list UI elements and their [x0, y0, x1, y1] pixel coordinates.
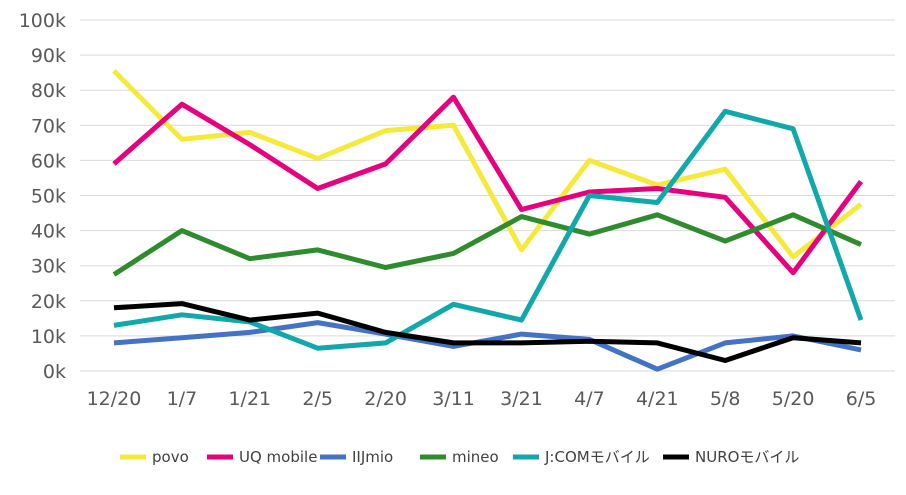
x-tick-label: 3/11	[432, 388, 475, 410]
series-0	[112, 69, 863, 260]
series-5	[113, 301, 862, 363]
legend-label: IIJmio	[352, 448, 393, 466]
y-tick-label: 20k	[31, 291, 66, 313]
legend-label: J:COMモバイル	[544, 448, 650, 466]
legend-item: J:COMモバイル	[513, 448, 650, 466]
series-line	[113, 108, 864, 351]
series-1	[112, 94, 864, 276]
y-tick-label: 100k	[19, 10, 66, 32]
legend: povo UQ mobile IIJmio mineo J:COMモバイル NUROモバイ…	[120, 448, 799, 466]
series-lines	[112, 69, 864, 372]
series-line	[112, 69, 863, 260]
x-tick-label: 3/21	[500, 388, 543, 410]
x-tick-label: 5/8	[710, 388, 741, 410]
y-tick-label: 10k	[31, 326, 66, 348]
legend-item: IIJmio	[320, 448, 393, 466]
x-tick-label: 1/21	[228, 388, 271, 410]
legend-item: NUROモバイル	[663, 448, 799, 466]
y-tick-label: 60k	[31, 150, 66, 172]
legend-item: mineo	[420, 448, 499, 466]
y-tick-label: 50k	[31, 186, 66, 208]
legend-item: UQ mobile	[207, 448, 317, 466]
series-2	[113, 320, 862, 372]
legend-item: povo	[120, 448, 189, 466]
y-tick-label: 80k	[31, 80, 66, 102]
legend-label: mineo	[452, 448, 499, 466]
x-tick-label: 2/20	[364, 388, 407, 410]
series-line	[112, 212, 863, 277]
y-tick-label: 70k	[31, 115, 66, 137]
legend-label: NUROモバイル	[695, 448, 799, 466]
series-3	[112, 212, 863, 277]
legend-label: povo	[152, 448, 189, 466]
x-tick-label: 6/5	[846, 388, 877, 410]
x-tick-label: 12/20	[87, 388, 142, 410]
x-tick-label: 1/7	[167, 388, 198, 410]
series-line	[113, 320, 862, 372]
series-4	[113, 108, 864, 351]
y-tick-label: 0k	[43, 361, 66, 383]
legend-label: UQ mobile	[239, 448, 317, 466]
x-tick-label: 4/21	[636, 388, 679, 410]
y-tick-label: 40k	[31, 221, 66, 243]
y-tick-label: 90k	[31, 45, 66, 67]
series-line	[113, 301, 862, 363]
series-line	[112, 94, 864, 276]
y-tick-label: 30k	[31, 256, 66, 278]
x-tick-label: 5/20	[772, 388, 815, 410]
y-axis-ticks: 0k 10k 20k 30k 40k 50k 60k 70k 80k 90k 100k	[19, 10, 66, 383]
x-tick-label: 4/7	[574, 388, 605, 410]
x-axis-ticks: 12/20 1/7 1/21 2/5 2/20 3/11 3/21 4/7 4/21 5/8 5/2…	[87, 388, 877, 410]
x-tick-label: 2/5	[302, 388, 333, 410]
